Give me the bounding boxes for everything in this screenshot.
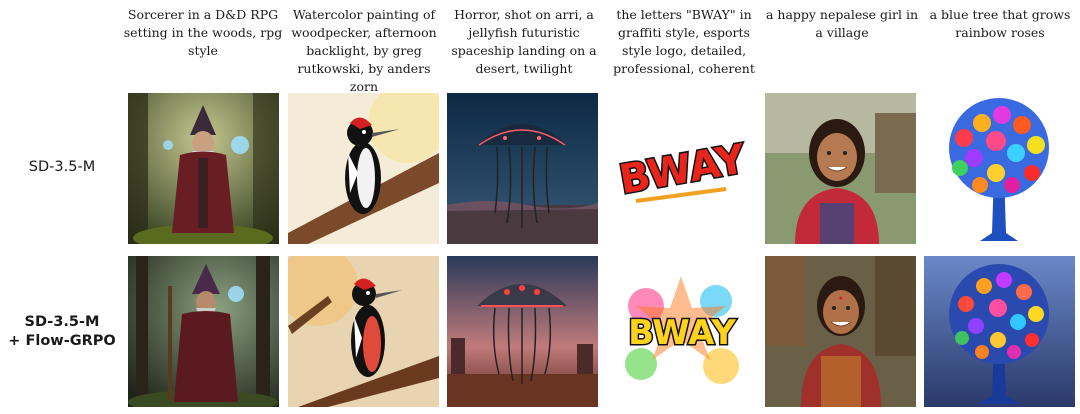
image-sorcerer-baseline — [128, 93, 279, 244]
image-jellyfish-baseline — [447, 93, 598, 244]
image-jellyfish-flow-grpo — [447, 256, 598, 407]
image-tree-baseline — [924, 93, 1075, 244]
image-girl-flow-grpo — [765, 256, 916, 407]
image-girl-baseline — [765, 93, 916, 244]
row-label-baseline: SD-3.5-M — [0, 158, 124, 177]
prompt-blue-tree: a blue tree that grows rainbow roses — [929, 7, 1071, 40]
row-label-flow-grpo: SD-3.5-M + Flow-GRPO — [0, 313, 124, 351]
prompt-nepalese-girl: a happy nepalese girl in a village — [765, 7, 919, 40]
image-tree-flow-grpo — [924, 256, 1075, 407]
prompt-bway: the letters "BWAY" in graffiti style, es… — [613, 7, 755, 76]
bway-logo-text-flow-grpo: BWAY — [628, 313, 736, 353]
prompt-sorcerer: Sorcerer in a D&D RPG setting in the woo… — [123, 7, 283, 58]
image-sorcerer-flow-grpo — [128, 256, 279, 407]
row-label-flow-grpo-line2: + Flow-GRPO — [8, 333, 116, 349]
image-woodpecker-flow-grpo — [288, 256, 439, 407]
image-woodpecker-baseline — [288, 93, 439, 244]
row-label-baseline-line1: SD-3.5-M — [28, 159, 96, 175]
prompt-woodpecker: Watercolor painting of woodpecker, after… — [291, 7, 437, 94]
prompt-jellyfish: Horror, shot on arri, a jellyfish futuri… — [451, 7, 597, 76]
image-bway-baseline: BWAY — [606, 93, 757, 244]
row-label-flow-grpo-line1: SD-3.5-M — [24, 314, 100, 330]
image-bway-flow-grpo: BWAY — [606, 256, 757, 407]
